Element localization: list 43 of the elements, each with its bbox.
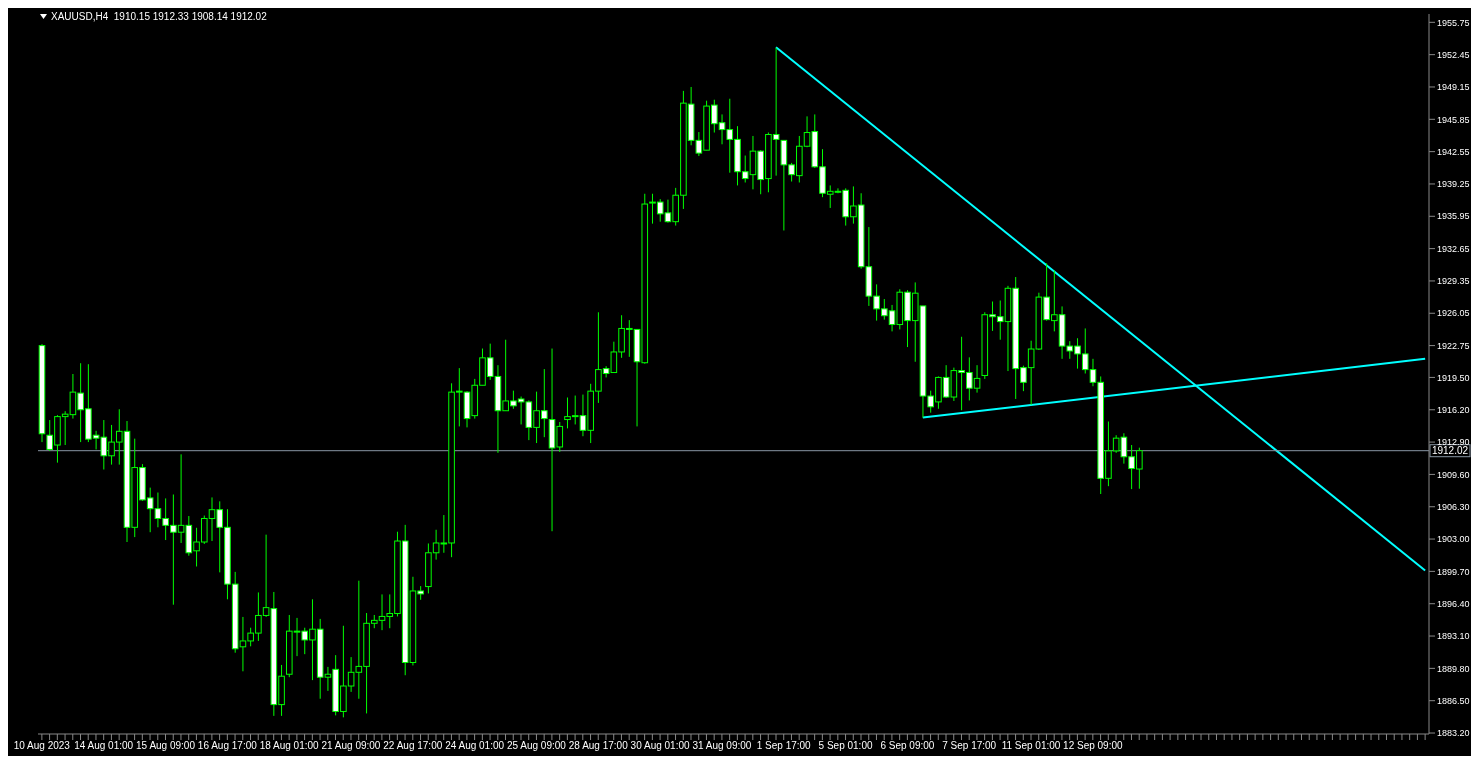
y-tick-label: 1939.25 [1437, 179, 1470, 190]
y-tick-label: 1942.55 [1437, 146, 1470, 157]
x-tick-label: 7 Sep 17:00 [942, 740, 997, 752]
x-tick-label: 5 Sep 01:00 [818, 740, 873, 752]
y-tick-label: 1935.95 [1437, 211, 1470, 222]
x-tick-label: 14 Aug 01:00 [74, 740, 134, 752]
y-tick-label: 1903.00 [1437, 534, 1470, 545]
x-tick-label: 11 Sep 01:00 [1001, 740, 1061, 752]
x-tick-label: 15 Aug 09:00 [136, 740, 196, 752]
ref-line-label: 1912.02 [1431, 445, 1469, 457]
y-tick-label: 1886.50 [1437, 695, 1470, 706]
y-tick-label: 1889.80 [1437, 663, 1470, 674]
y-tick-label: 1883.20 [1437, 728, 1470, 739]
y-tick-label: 1893.10 [1437, 631, 1470, 642]
y-tick-label: 1896.40 [1437, 598, 1470, 609]
x-tick-label: 10 Aug 2023 [13, 740, 71, 752]
y-tick-label: 1932.65 [1437, 243, 1470, 254]
y-tick-label: 1955.75 [1437, 17, 1470, 28]
y-tick-label: 1945.85 [1437, 114, 1470, 125]
x-tick-label: 6 Sep 09:00 [880, 740, 935, 752]
x-tick-label: 21 Aug 09:00 [321, 740, 381, 752]
x-tick-label: 28 Aug 17:00 [568, 740, 629, 752]
y-tick-label: 1922.75 [1437, 340, 1470, 351]
y-tick-label: 1909.60 [1437, 469, 1470, 480]
x-tick-label: 24 Aug 01:00 [445, 740, 505, 752]
x-tick-label: 1 Sep 17:00 [756, 740, 812, 752]
y-tick-label: 1952.45 [1437, 49, 1470, 60]
y-tick-label: 1906.30 [1437, 501, 1470, 512]
y-tick-label: 1949.15 [1437, 82, 1470, 93]
x-tick-label: 16 Aug 17:00 [197, 740, 258, 752]
x-tick-label: 22 Aug 17:00 [383, 740, 443, 752]
x-tick-label: 25 Aug 09:00 [506, 740, 567, 752]
x-tick-label: 12 Sep 09:00 [1063, 740, 1124, 752]
y-tick-label: 1916.20 [1437, 404, 1470, 415]
y-tick-label: 1899.70 [1437, 566, 1470, 577]
x-tick-label: 30 Aug 01:00 [630, 740, 690, 752]
y-tick-label: 1919.50 [1437, 372, 1470, 383]
chart-title: XAUUSD,H4 1910.15 1912.33 1908.14 1912.02 [51, 11, 267, 22]
x-tick-label: 18 Aug 01:00 [259, 740, 320, 752]
y-tick-label: 1926.05 [1437, 308, 1470, 319]
x-tick-label: 31 Aug 09:00 [692, 740, 752, 752]
y-tick-label: 1912.90 [1437, 437, 1470, 448]
y-tick-label: 1929.35 [1437, 276, 1470, 287]
